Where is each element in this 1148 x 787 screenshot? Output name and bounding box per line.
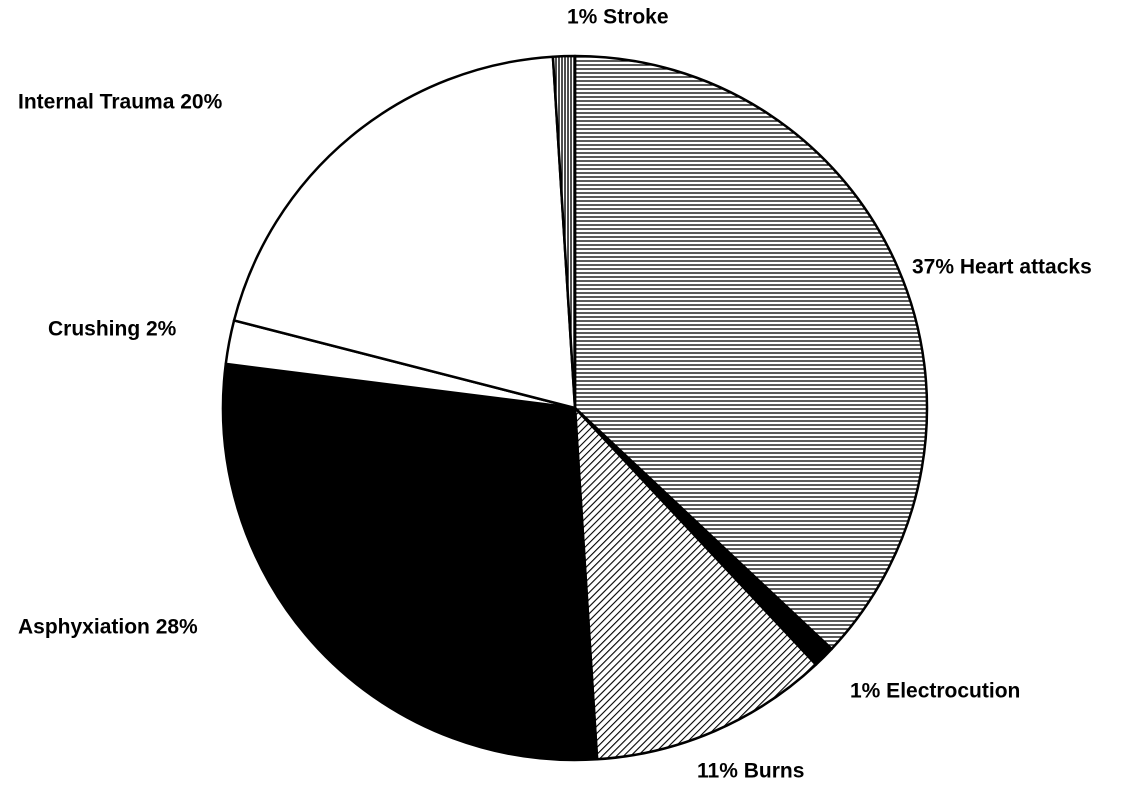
slice-label: Crushing 2% bbox=[48, 318, 177, 341]
pie-slice bbox=[232, 55, 577, 410]
slice-label: 1% Electrocution bbox=[850, 680, 1020, 703]
pie-slice bbox=[573, 406, 818, 761]
slice-label: 37% Heart attacks bbox=[912, 256, 1092, 279]
pie-slice bbox=[573, 54, 929, 651]
labels: 37% Heart attacks 1% Electrocution 11% Bur… bbox=[18, 6, 1092, 783]
pie-slice bbox=[551, 54, 577, 410]
slice-label: 1% Stroke bbox=[567, 6, 669, 29]
pie bbox=[221, 54, 929, 762]
slice-label: 11% Burns bbox=[697, 760, 804, 783]
pie-slice bbox=[221, 362, 599, 762]
slice-label: Asphyxiation 28% bbox=[18, 616, 198, 639]
slice-label: Internal Trauma 20% bbox=[18, 91, 223, 114]
